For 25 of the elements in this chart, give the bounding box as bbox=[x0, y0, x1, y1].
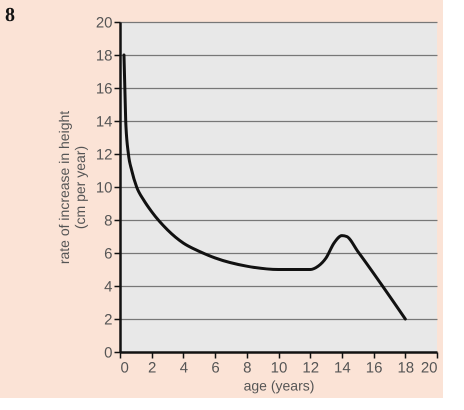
y-tick-label: 10 bbox=[96, 180, 112, 196]
x-tick-label: 2 bbox=[148, 360, 156, 376]
y-axis-title: rate of increase in height (cm per year) bbox=[56, 110, 88, 264]
y-tick-label: 14 bbox=[96, 114, 112, 130]
chart-title: 8 bbox=[5, 4, 15, 26]
y-tick-label: 12 bbox=[96, 146, 112, 164]
y-tick-label: 18 bbox=[96, 48, 112, 64]
x-tick-label: 12 bbox=[302, 360, 320, 376]
y-tick-label: 2 bbox=[104, 312, 112, 328]
y-tick-label: 8 bbox=[104, 212, 112, 230]
x-tick-label: 14 bbox=[334, 360, 351, 376]
y-tick-label: 6 bbox=[104, 246, 112, 262]
x-tick-label: 18 bbox=[397, 360, 414, 376]
x-tick-label: 10 bbox=[270, 360, 288, 376]
y-tick-label: 4 bbox=[104, 278, 112, 296]
x-tick-label: 0 bbox=[120, 360, 129, 376]
y-tick-label: 0 bbox=[104, 344, 112, 362]
y-tick-label: 20 bbox=[96, 14, 112, 32]
y-tick-label: 16 bbox=[96, 80, 112, 98]
x-tick-label: 20 bbox=[420, 360, 438, 376]
x-axis-title: age (years) bbox=[244, 378, 314, 394]
x-tick-label: 4 bbox=[180, 360, 188, 376]
x-tick-label: 8 bbox=[243, 360, 252, 376]
x-tick-label: 16 bbox=[366, 360, 382, 376]
x-tick-label: 6 bbox=[211, 360, 220, 376]
